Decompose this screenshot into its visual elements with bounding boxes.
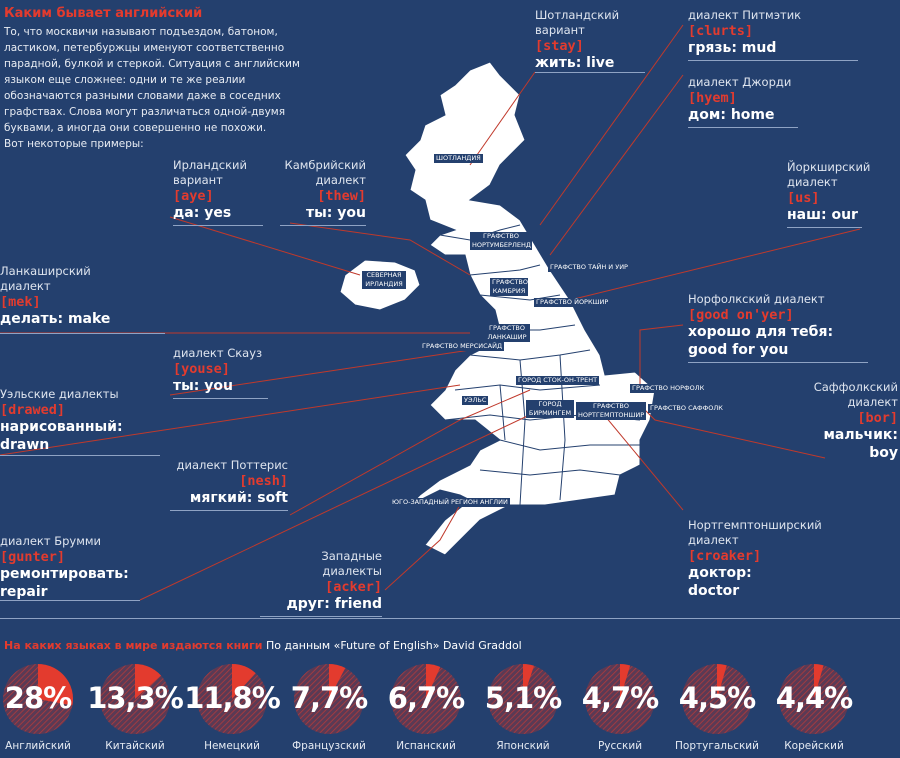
pie-slice	[135, 664, 161, 699]
share-language: Японский	[496, 740, 550, 752]
pie-slice	[523, 664, 535, 699]
region-label: ГРАФСТВО КАМБРИЯ	[490, 278, 529, 296]
region-label: ШОТЛАНДИЯ	[434, 154, 483, 163]
share-language: Португальский	[675, 740, 759, 752]
region-label: ГРАФСТВО ЙОРКШИР	[534, 298, 611, 307]
stats-source: По данным «Future of English» David Grad…	[265, 639, 522, 652]
dialect-label-west-country: Западные диалекты [acker] друг: friend	[260, 549, 382, 617]
share-pie-3	[294, 664, 364, 734]
share-percent: 4,4%	[775, 681, 853, 715]
section-divider	[0, 618, 900, 619]
share-percent: 5,1%	[484, 681, 562, 715]
region-label: УЭЛЬС	[462, 396, 489, 405]
pie-slice	[717, 664, 727, 699]
share-language: Французский	[292, 740, 366, 752]
dialect-label-suffolk: Саффолкский диалект [bor] мальчик: boy	[813, 380, 898, 461]
dialect-label-irish: Ирландский вариант [aye] да: yes	[173, 158, 263, 226]
region-label: ГРАФСТВО НОРТУМБЕРЛЕНД	[470, 232, 532, 250]
great-britain-shape	[404, 61, 656, 556]
share-percent: 7,7%	[290, 681, 368, 715]
share-language: Немецкий	[204, 740, 260, 752]
dialect-label-cumbrian: Камбрийский диалект [thew] ты: you	[280, 158, 366, 226]
region-label: ГРАФСТВО НОРФОЛК	[630, 384, 707, 393]
share-percent: 4,5%	[678, 681, 756, 715]
region-label: ГРАФСТВО МЕРСИСАЙД	[420, 342, 505, 351]
dialect-label-northamptonshire: Нортгемптонширский диалект [croaker] докт…	[688, 518, 822, 599]
share-pie-1	[100, 664, 170, 734]
stats-heading: На каких языках в мире издаются книги По…	[4, 639, 522, 652]
share-percent: 4,7%	[581, 681, 659, 715]
share-language: Китайский	[105, 740, 165, 752]
region-label: ГОРОД БИРМИНГЕМ	[526, 400, 574, 418]
dialect-label-scouse: диалект Скауз [youse] ты: you	[173, 346, 268, 399]
intro-text: То, что москвичи называют подъездом, бат…	[4, 26, 300, 150]
share-percent: 13,3%	[87, 681, 184, 715]
share-percent: 6,7%	[387, 681, 465, 715]
region-label: ГРАФСТВО ТАЙН И УИР	[548, 263, 630, 272]
region-label: СЕВЕРНАЯ ИРЛАНДИЯ	[362, 271, 406, 289]
dialect-label-yorkshire: Йоркширский диалект [us] наш: our	[787, 160, 870, 228]
pie-slice	[329, 664, 346, 699]
dialect-label-welsh: Уэльские диалекты [drawed] нарисованный:…	[0, 387, 123, 453]
dialect-label-norfolk: Норфолкский диалект [good on'yer] хорошо…	[688, 292, 868, 363]
share-language: Английский	[5, 740, 71, 752]
rule	[0, 455, 160, 456]
share-language: Корейский	[784, 740, 844, 752]
dialect-label-pitmatic: диалект Питмэтик [clurts] грязь: mud	[688, 8, 858, 61]
share-percent: 28%	[4, 681, 72, 715]
dialect-label-scottish: Шотландский вариант [stay] жить: live	[535, 8, 620, 71]
rule	[0, 600, 140, 601]
region-label: ГОРОД СТОК-ОН-ТРЕНТ	[516, 376, 600, 385]
pie-slice	[38, 664, 74, 706]
page-title: Каким бывает английский	[4, 6, 203, 21]
share-pie-0	[3, 664, 74, 734]
stats-title: На каких языках в мире издаются книги	[4, 639, 263, 652]
share-pie-2	[197, 664, 267, 734]
pie-slice	[426, 664, 441, 699]
region-label: ГРАФСТВО САФФОЛК	[648, 404, 725, 413]
share-pie-4	[391, 664, 461, 734]
pie-slice	[814, 664, 824, 699]
dialect-label-lancashire: Ланкаширский диалект [mek] делать: make	[0, 264, 111, 327]
region-label: ГРАФСТВО ЛАНКАШИР	[484, 324, 530, 342]
rule	[0, 333, 165, 334]
share-language: Испанский	[396, 740, 456, 752]
share-pie-6	[585, 664, 655, 734]
share-percent: 11,8%	[184, 681, 281, 715]
share-pie-5	[488, 664, 558, 734]
share-pie-7	[682, 664, 752, 734]
pie-slice	[232, 664, 256, 699]
share-pie-8	[779, 664, 849, 734]
dialect-label-brummie: диалект Брумми [gunter] ремонтировать: re…	[0, 534, 129, 600]
share-language: Русский	[597, 740, 643, 752]
rule	[535, 72, 645, 73]
dialect-label-geordie: диалект Джорди [hyem] дом: home	[688, 75, 798, 128]
pie-slice	[620, 664, 631, 699]
region-label: ЮГО-ЗАПАДНЫЙ РЕГИОН АНГЛИИ	[390, 498, 510, 507]
region-label: ГРАФСТВО НОРТГЕМПТОНШИР	[576, 402, 646, 420]
dialect-label-potteries: диалект Поттерис [nesh] мягкий: soft	[170, 458, 288, 511]
